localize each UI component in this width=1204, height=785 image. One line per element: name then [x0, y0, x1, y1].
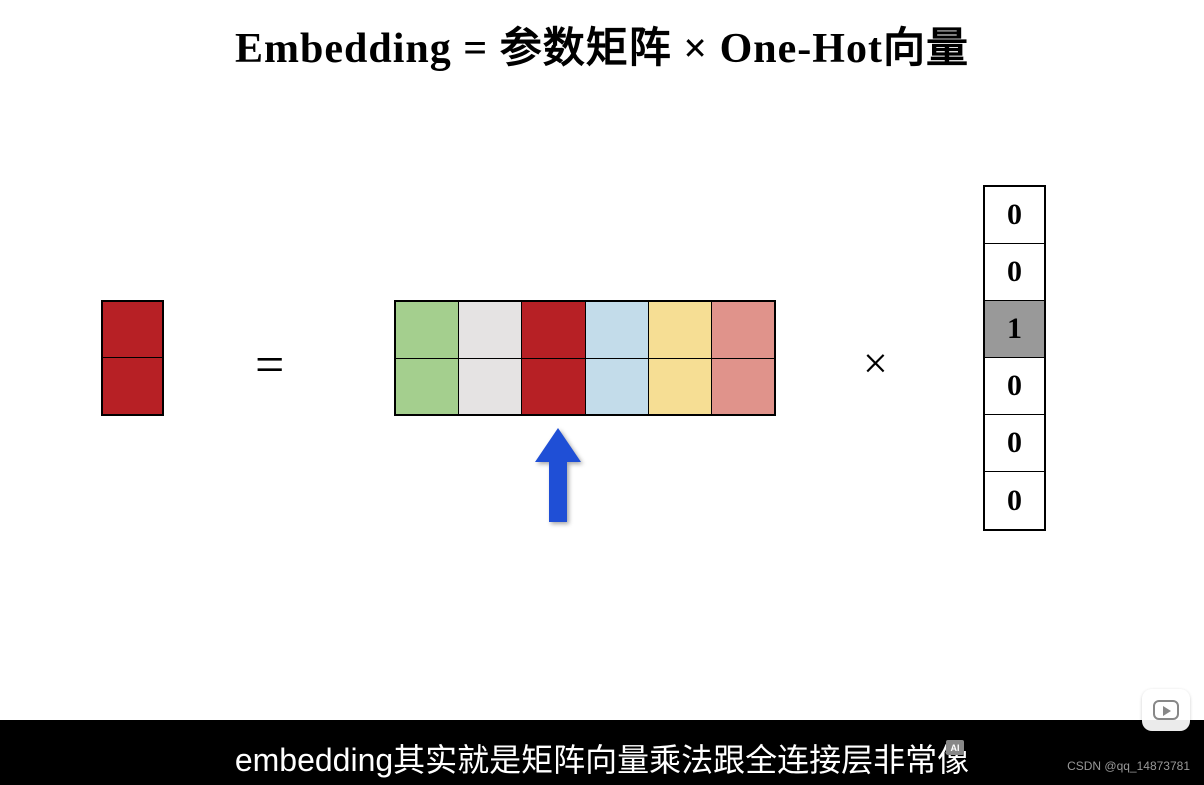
onehot-vector: 0 0 1 0 0 0: [983, 185, 1046, 531]
matrix-row: [396, 302, 774, 359]
ai-badge: AI: [946, 740, 964, 755]
play-icon: [1153, 700, 1179, 720]
matrix-cell: [712, 302, 774, 358]
diagram-canvas: Embedding = 参数矩阵 × One-Hot向量 =: [0, 0, 1204, 785]
matrix-cell: [649, 302, 712, 358]
matrix-cell: [522, 302, 585, 358]
matrix-cell: [396, 302, 459, 358]
watermark-text: CSDN @qq_14873781: [1067, 759, 1190, 773]
result-vector: [101, 300, 164, 416]
matrix-row: [396, 359, 774, 415]
matrix-cell: [459, 359, 522, 415]
result-cell: [103, 358, 162, 414]
equals-sign: =: [255, 336, 284, 395]
arrow-up-icon: [535, 428, 581, 527]
matrix-cell: [712, 359, 774, 415]
parameter-matrix: [394, 300, 776, 416]
vector-cell: 0: [985, 472, 1044, 529]
times-sign: ×: [863, 338, 888, 389]
matrix-cell: [586, 359, 649, 415]
vector-cell: 1: [985, 301, 1044, 358]
matrix-cell: [396, 359, 459, 415]
matrix-cell: [649, 359, 712, 415]
vector-cell: 0: [985, 358, 1044, 415]
vector-cell: 0: [985, 187, 1044, 244]
result-cell: [103, 302, 162, 358]
caption-text: embedding其实就是矩阵向量乘法跟全连接层非常像: [0, 735, 1204, 781]
vector-cell: 0: [985, 244, 1044, 301]
page-title: Embedding = 参数矩阵 × One-Hot向量: [0, 14, 1204, 75]
play-button[interactable]: [1142, 689, 1190, 731]
matrix-cell: [459, 302, 522, 358]
matrix-cell: [522, 359, 585, 415]
matrix-cell: [586, 302, 649, 358]
vector-cell: 0: [985, 415, 1044, 472]
